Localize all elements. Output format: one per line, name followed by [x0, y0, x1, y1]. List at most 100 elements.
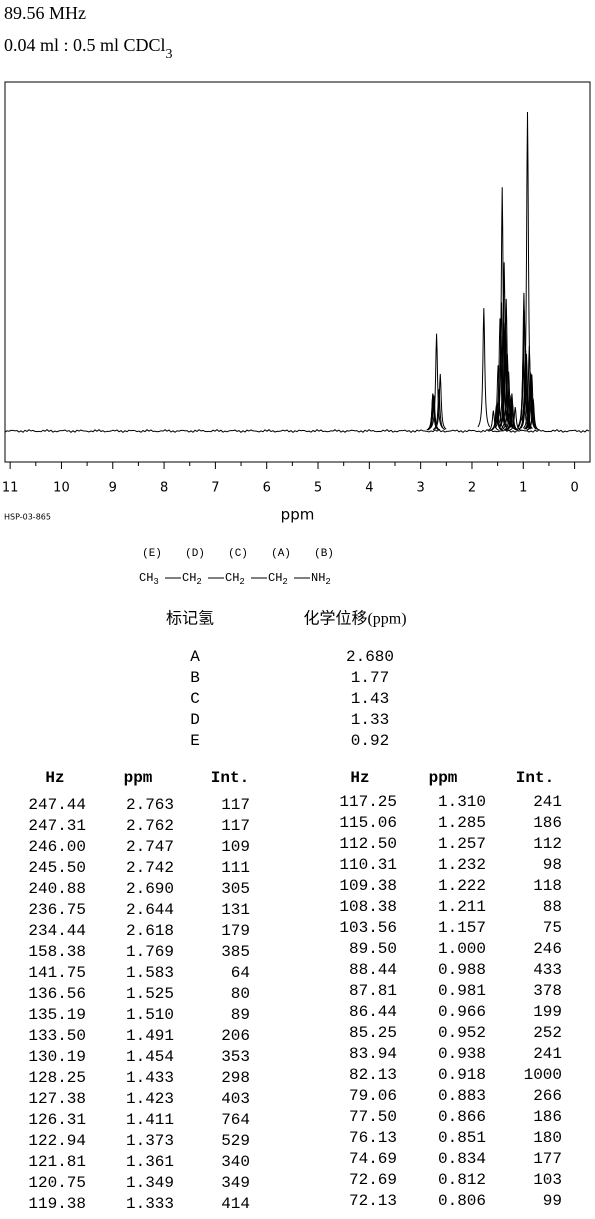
- peak-hz: 130.19: [28, 1048, 86, 1066]
- peak-ppm: 1.285: [438, 814, 486, 832]
- peak: [427, 395, 441, 431]
- group-atoms: CH: [139, 571, 153, 585]
- peak: [498, 322, 512, 428]
- peak-hz: 83.94: [349, 1045, 397, 1063]
- peak-intensity: 305: [221, 880, 250, 898]
- assignment-shift: 0.92: [351, 732, 389, 750]
- peak-intensity: 180: [533, 1129, 562, 1147]
- peak: [477, 308, 491, 428]
- peak-intensity: 117: [221, 817, 250, 835]
- peak-hz: 82.13: [349, 1066, 397, 1084]
- group-subscript: 3: [153, 577, 158, 587]
- peak-intensity: 241: [533, 793, 562, 811]
- peak-intensity: 179: [221, 922, 250, 940]
- peak-intensity: 403: [221, 1090, 250, 1108]
- plot-frame: [4, 81, 591, 463]
- peak-intensity: 199: [533, 1003, 562, 1021]
- peak-intensity: 109: [221, 838, 250, 856]
- peak-hz: 234.44: [28, 922, 86, 940]
- assignment-label: C: [190, 690, 200, 708]
- assignment-header: 标记氢: [166, 610, 214, 628]
- peak-ppm: 1.454: [126, 1048, 174, 1066]
- spectrum: [4, 111, 590, 434]
- peak-ppm: 0.988: [438, 961, 486, 979]
- peak-ppm: 2.618: [126, 922, 174, 940]
- peak-intensity: 186: [533, 814, 562, 832]
- peak-hz: 136.56: [28, 985, 86, 1003]
- peak-hz: 119.38: [28, 1195, 86, 1213]
- peak-hz: 108.38: [339, 898, 397, 916]
- peak-ppm: 0.806: [438, 1192, 486, 1210]
- peak-hz: 79.06: [349, 1087, 397, 1105]
- peak-hz: 110.31: [339, 856, 397, 874]
- assignment-label: E: [190, 732, 200, 750]
- peak-intensity: 89: [231, 1006, 250, 1024]
- peak-ppm: 2.690: [126, 880, 174, 898]
- structure-group: CH2: [182, 571, 202, 587]
- peak-intensity: 98: [543, 856, 562, 874]
- x-tick-label: 11: [2, 481, 19, 496]
- peak-hz: 245.50: [28, 859, 86, 877]
- peak-hz: 128.25: [28, 1069, 86, 1087]
- peak: [433, 373, 447, 430]
- peak-hz: 88.44: [349, 961, 397, 979]
- peak-table-header: Hz: [45, 769, 64, 787]
- peak-ppm: 1.583: [126, 964, 174, 982]
- x-tick-label: 3: [417, 481, 425, 496]
- group-atoms: CH: [225, 571, 239, 585]
- peak-intensity: 118: [533, 877, 562, 895]
- peak-intensity: 88: [543, 898, 562, 916]
- peak-ppm: 1.157: [438, 919, 486, 937]
- peak-intensity: 186: [533, 1108, 562, 1126]
- peak-intensity: 764: [221, 1111, 250, 1129]
- peak-ppm: 0.938: [438, 1045, 486, 1063]
- peak-hz: 89.50: [349, 940, 397, 958]
- peak-ppm: 1.349: [126, 1174, 174, 1192]
- peak-hz: 85.25: [349, 1024, 397, 1042]
- peak-ppm: 1.769: [126, 943, 174, 961]
- x-tick-label: 7: [211, 481, 219, 496]
- peak-ppm: 1.433: [126, 1069, 174, 1087]
- peak-ppm: 0.918: [438, 1066, 486, 1084]
- peak-ppm: 1.361: [126, 1153, 174, 1171]
- peak-table-header: Int.: [211, 769, 249, 787]
- peak-ppm: 1.423: [126, 1090, 174, 1108]
- peak-hz: 247.44: [28, 796, 86, 814]
- group-atoms: CH: [182, 571, 196, 585]
- peak-intensity: 131: [221, 901, 250, 919]
- peak-intensity: 246: [533, 940, 562, 958]
- assignment-shift: 1.77: [351, 669, 389, 687]
- peak: [426, 393, 440, 431]
- peak-ppm: 2.747: [126, 838, 174, 856]
- peak: [430, 333, 443, 429]
- peak-table-header: Hz: [350, 769, 369, 787]
- x-tick-label: 2: [468, 481, 476, 496]
- structure-label: (B): [314, 548, 334, 560]
- peak-ppm: 1.222: [438, 877, 486, 895]
- peak-ppm: 0.966: [438, 1003, 486, 1021]
- structure-label: (A): [271, 548, 291, 560]
- peak: [506, 402, 519, 431]
- x-axis-label: ppm: [281, 506, 315, 524]
- x-tick-label: 6: [263, 481, 271, 496]
- structure-group: CH2: [268, 571, 288, 587]
- x-tick-label: 9: [109, 481, 117, 496]
- peak-hz: 122.94: [28, 1132, 86, 1150]
- peak-intensity: 80: [231, 985, 250, 1003]
- peak-ppm: 2.742: [126, 859, 174, 877]
- structure-group: CH3: [139, 571, 159, 587]
- peak-intensity: 340: [221, 1153, 250, 1171]
- peak-intensity: 64: [231, 964, 250, 982]
- group-atoms: CH: [268, 571, 282, 585]
- peak-ppm: 0.812: [438, 1171, 486, 1189]
- peak-ppm: 1.373: [126, 1132, 174, 1150]
- peak-ppm: 1.525: [126, 985, 174, 1003]
- peak-hz: 158.38: [28, 943, 86, 961]
- peak-hz: 240.88: [28, 880, 86, 898]
- peak-intensity: 414: [221, 1195, 250, 1213]
- peak: [501, 354, 514, 429]
- peak-intensity: 206: [221, 1027, 250, 1045]
- sample-text: 0.04 ml : 0.5 ml CDCl: [4, 35, 166, 55]
- peak-intensity: 117: [221, 796, 250, 814]
